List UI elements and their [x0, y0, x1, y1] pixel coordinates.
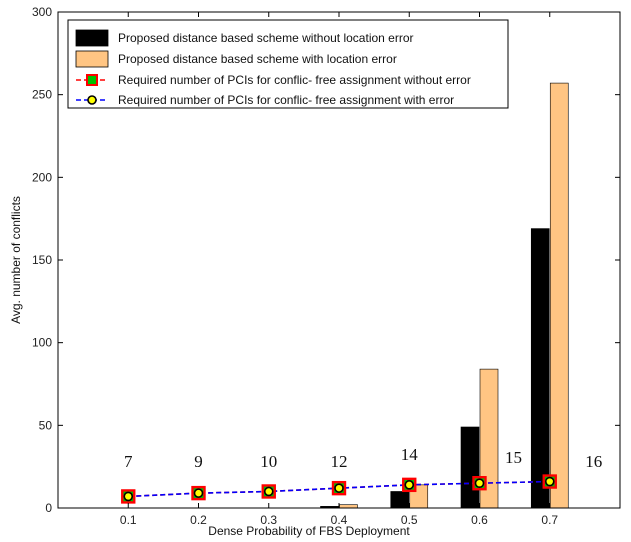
y-tick-label-200: 200: [32, 170, 52, 184]
marker-circle-0.3: [263, 486, 274, 497]
x-tick-label-0.4: 0.4: [331, 513, 348, 527]
legend-swatch-bar-without-error: [75, 29, 109, 47]
y-tick-label-50: 50: [39, 418, 53, 432]
legend-label-pci-with-error: Required number of PCIs for conflic- fre…: [118, 93, 454, 107]
legend: Proposed distance based scheme without l…: [67, 19, 509, 109]
legend-box: [67, 19, 509, 109]
lines-layer: [121, 474, 557, 504]
marker-circle-0.6: [474, 478, 485, 489]
value-annotation-0.7: 16: [585, 452, 602, 471]
legend-label-pci-without-error: Required number of PCIs for conflic- fre…: [118, 73, 471, 87]
legend-marker-circle: [87, 95, 97, 105]
y-tick-label-100: 100: [32, 336, 52, 350]
value-annotation-0.6: 15: [505, 448, 522, 467]
legend-label-bar-without-error: Proposed distance based scheme without l…: [118, 31, 414, 45]
y-tick-label-0: 0: [45, 501, 52, 515]
x-tick-label-0.3: 0.3: [260, 513, 277, 527]
bar-series-0-0.5: [390, 491, 410, 509]
marker-circle-0.5: [404, 480, 415, 490]
y-tick-label-150: 150: [32, 253, 52, 267]
x-tick-label-0.7: 0.7: [541, 513, 558, 527]
x-axis-label: Dense Probability of FBS Deployment: [208, 524, 410, 538]
value-annotation-0.5: 14: [401, 445, 419, 464]
marker-circle-0.2: [193, 488, 204, 498]
value-annotation-0.3: 10: [260, 452, 277, 471]
value-annotation-0.4: 12: [331, 452, 348, 471]
legend-swatch-bar-with-error: [75, 50, 109, 68]
bar-series-1-0.7: [549, 82, 569, 509]
annotations-layer: 7 9 10 12 14 15 16: [124, 445, 602, 471]
marker-circle-0.1: [123, 491, 134, 502]
marker-circle-0.4: [334, 483, 344, 493]
marker-circle-0.7: [544, 476, 555, 487]
y-axis-label: Avg. number of conflicts: [9, 196, 23, 324]
x-tick-label-0.6: 0.6: [471, 513, 488, 527]
legend-label-bar-with-error: Proposed distance based scheme with loca…: [118, 52, 397, 66]
bar-series-0-0.6: [460, 426, 480, 509]
value-annotation-0.2: 9: [194, 452, 203, 471]
x-tick-label-0.1: 0.1: [120, 513, 137, 527]
x-tick-label-0.2: 0.2: [190, 513, 207, 527]
y-tick-label-250: 250: [32, 88, 52, 102]
legend-marker-square: [86, 74, 98, 86]
y-tick-label-300: 300: [32, 5, 52, 19]
bars-layer: [320, 82, 569, 509]
value-annotation-0.1: 7: [124, 452, 133, 471]
x-tick-label-0.5: 0.5: [401, 513, 418, 527]
ticks-layer: 0 50 100 150 200 250 300 0.1 0.2 0.3 0.4 0.5 0.6 0.7: [32, 5, 620, 527]
bar-series-0-0.7: [530, 228, 550, 509]
